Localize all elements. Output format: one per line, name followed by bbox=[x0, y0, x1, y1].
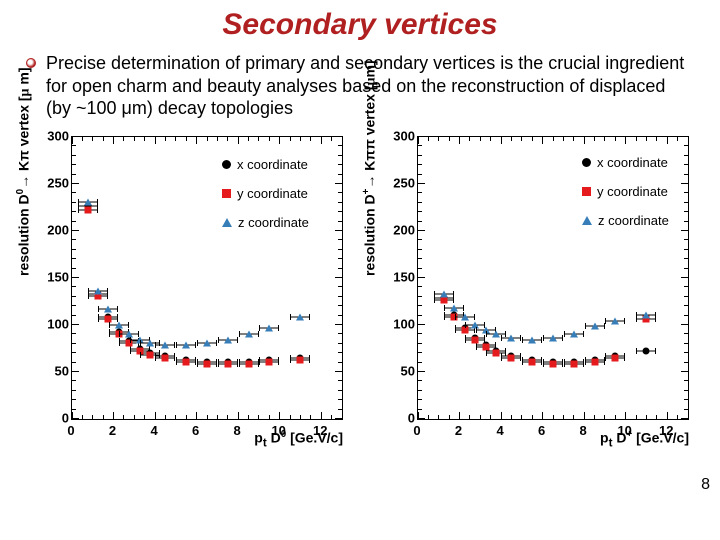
ytick-label: 150 bbox=[45, 269, 69, 284]
xtick-label: 4 bbox=[496, 423, 503, 438]
ytick-label: 250 bbox=[45, 175, 69, 190]
xtick-label: 6 bbox=[538, 423, 545, 438]
xtick-label: 6 bbox=[192, 423, 199, 438]
ytick-label: 100 bbox=[391, 316, 415, 331]
ytick-label: 100 bbox=[45, 316, 69, 331]
slide-title: Secondary vertices bbox=[0, 0, 720, 42]
legend: x coordinate y coordinate z coordinate bbox=[582, 155, 669, 242]
xtick-label: 10 bbox=[271, 423, 285, 438]
xtick-label: 10 bbox=[617, 423, 631, 438]
x-marker-icon bbox=[222, 160, 231, 169]
xtick-label: 12 bbox=[313, 423, 327, 438]
z-marker-icon bbox=[582, 216, 592, 225]
chart-right-plot-area: x coordinate y coordinate z coordinate bbox=[417, 136, 689, 420]
ytick-label: 150 bbox=[391, 269, 415, 284]
xtick-label: 12 bbox=[659, 423, 673, 438]
chart-left-ylabel: resolution D0→ Kπ vertex [μ m] bbox=[15, 67, 34, 275]
chart-right-xlabel: pt D+ [Ge.V/c] bbox=[600, 429, 689, 449]
y-marker-icon bbox=[222, 189, 231, 198]
xtick-label: 8 bbox=[234, 423, 241, 438]
legend-label-x: x coordinate bbox=[237, 157, 308, 172]
ytick-label: 250 bbox=[391, 175, 415, 190]
xtick-label: 4 bbox=[150, 423, 157, 438]
charts-row: resolution D0→ Kπ vertex [μ m] x coordin… bbox=[0, 126, 720, 478]
ytick-label: 0 bbox=[45, 410, 69, 425]
ytick-label: 200 bbox=[45, 222, 69, 237]
ytick-label: 50 bbox=[391, 363, 415, 378]
y-marker-icon bbox=[582, 187, 591, 196]
chart-right-ylabel: resolution D+→ Kππ vertex [μm] bbox=[361, 60, 380, 276]
xtick-label: 2 bbox=[109, 423, 116, 438]
ytick-label: 50 bbox=[45, 363, 69, 378]
chart-left: resolution D0→ Kπ vertex [μ m] x coordin… bbox=[17, 126, 357, 478]
legend: x coordinate y coordinate z coordinate bbox=[222, 157, 309, 244]
legend-label-x: x coordinate bbox=[597, 155, 668, 170]
body-paragraph: Precise determination of primary and sec… bbox=[0, 42, 720, 126]
bullet-icon bbox=[26, 58, 36, 68]
legend-label-z: z coordinate bbox=[598, 213, 669, 228]
x-marker-icon bbox=[582, 158, 591, 167]
ytick-label: 300 bbox=[391, 128, 415, 143]
chart-left-plot-area: x coordinate y coordinate z coordinate bbox=[71, 136, 343, 420]
ytick-label: 200 bbox=[391, 222, 415, 237]
xtick-label: 8 bbox=[580, 423, 587, 438]
ytick-label: 300 bbox=[45, 128, 69, 143]
legend-label-y: y coordinate bbox=[237, 186, 308, 201]
legend-label-y: y coordinate bbox=[597, 184, 668, 199]
xtick-label: 2 bbox=[455, 423, 462, 438]
chart-left-xlabel: pt D0 [Ge.V/c] bbox=[254, 429, 343, 449]
chart-right: resolution D+→ Kππ vertex [μm] x coordin… bbox=[363, 126, 703, 478]
ytick-label: 0 bbox=[391, 410, 415, 425]
legend-label-z: z coordinate bbox=[238, 215, 309, 230]
slide-number: 8 bbox=[701, 476, 710, 494]
z-marker-icon bbox=[222, 218, 232, 227]
